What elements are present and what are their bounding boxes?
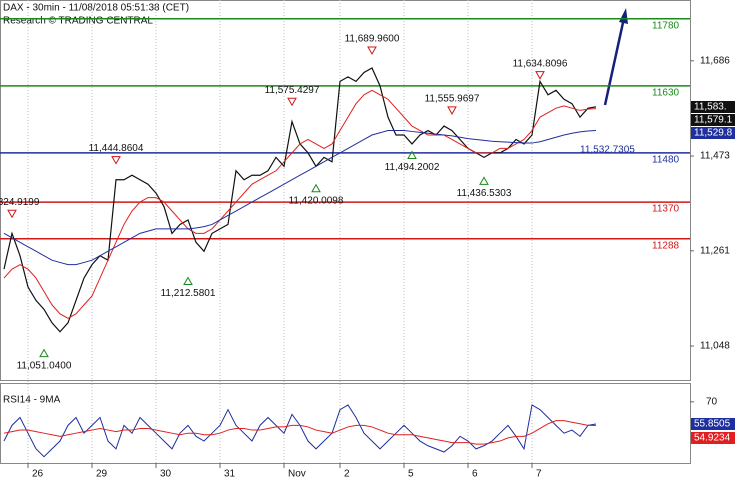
x-tick-label: Nov: [288, 469, 306, 480]
last-value-label: 11,579.1: [694, 115, 733, 126]
price-line: [3, 89, 597, 319]
high-label: 11,575.4297: [265, 85, 320, 96]
last-value-label: 11,583.: [694, 102, 727, 113]
low-marker: [311, 183, 321, 193]
x-tick-label: 7: [536, 469, 542, 480]
low-label: 11,420.0098: [289, 195, 344, 206]
x-tick-label: 29: [96, 469, 108, 480]
low-label: 11,051.0400: [17, 360, 72, 371]
high-marker: [7, 209, 17, 219]
level-label: 11630: [652, 87, 680, 98]
low-marker: [183, 276, 193, 285]
x-tick-label: 5: [408, 469, 414, 480]
x-tick-label: 2: [344, 469, 350, 480]
forecast-arrow-head: [619, 8, 628, 24]
low-label: 11,436.5303: [457, 188, 512, 199]
rsi-value-label: 54.9234: [694, 433, 731, 444]
high-marker: [111, 156, 121, 165]
rsi-panel: [0, 383, 691, 464]
forecast-arrow: [603, 17, 626, 106]
high-label: 11,324.9199: [0, 197, 40, 208]
high-marker: [535, 71, 545, 80]
rsi-title: RSI14 - 9MA: [3, 395, 61, 406]
level-label: 11480: [652, 155, 680, 166]
low-label: 11,212.5801: [161, 288, 216, 299]
last-value-label: 11,529.8: [694, 128, 733, 139]
rsi-value-box: [691, 432, 735, 444]
rsi-line: [3, 420, 597, 445]
level-label: 11780: [652, 20, 680, 31]
last-value-box: [691, 114, 735, 126]
price-line: [3, 130, 597, 266]
last-value-box: [691, 127, 735, 139]
low-marker: [479, 176, 489, 185]
high-marker: [447, 106, 457, 115]
y-tick-label: 11,473: [700, 151, 730, 162]
y-tick-label: 11,048: [700, 341, 730, 352]
low-marker: [39, 348, 49, 358]
x-tick-label: 30: [160, 469, 172, 480]
rsi-tick-label: 70: [706, 396, 718, 407]
rsi-value-box: [691, 418, 735, 430]
high-label: 11,634.8096: [513, 58, 568, 69]
low-marker: [407, 150, 417, 160]
y-tick-label: 11,261: [700, 245, 730, 256]
high-marker: [287, 97, 297, 107]
x-tick-label: 26: [32, 469, 44, 480]
price-panel: [0, 0, 691, 381]
chart-title: DAX - 30min - 11/08/2018 05:51:38 (CET): [3, 3, 189, 14]
x-tick-label: 31: [224, 469, 236, 480]
level-label: 11370: [652, 204, 680, 215]
rsi-value-label: 55.8505: [694, 419, 731, 430]
high-marker: [367, 46, 377, 56]
level-note: 11,532.7305: [580, 145, 635, 156]
high-label: 11,555.9697: [425, 94, 480, 105]
chart-subtitle: Research © TRADING CENTRAL: [3, 16, 153, 27]
x-tick-label: 6: [472, 469, 478, 480]
last-value-box: [691, 101, 735, 113]
low-label: 11,494.2002: [385, 162, 440, 173]
level-label: 11288: [652, 240, 680, 251]
y-tick-label: 11,686: [700, 55, 730, 66]
high-label: 11,689.9600: [345, 34, 400, 45]
high-label: 11,444.8604: [89, 143, 144, 154]
